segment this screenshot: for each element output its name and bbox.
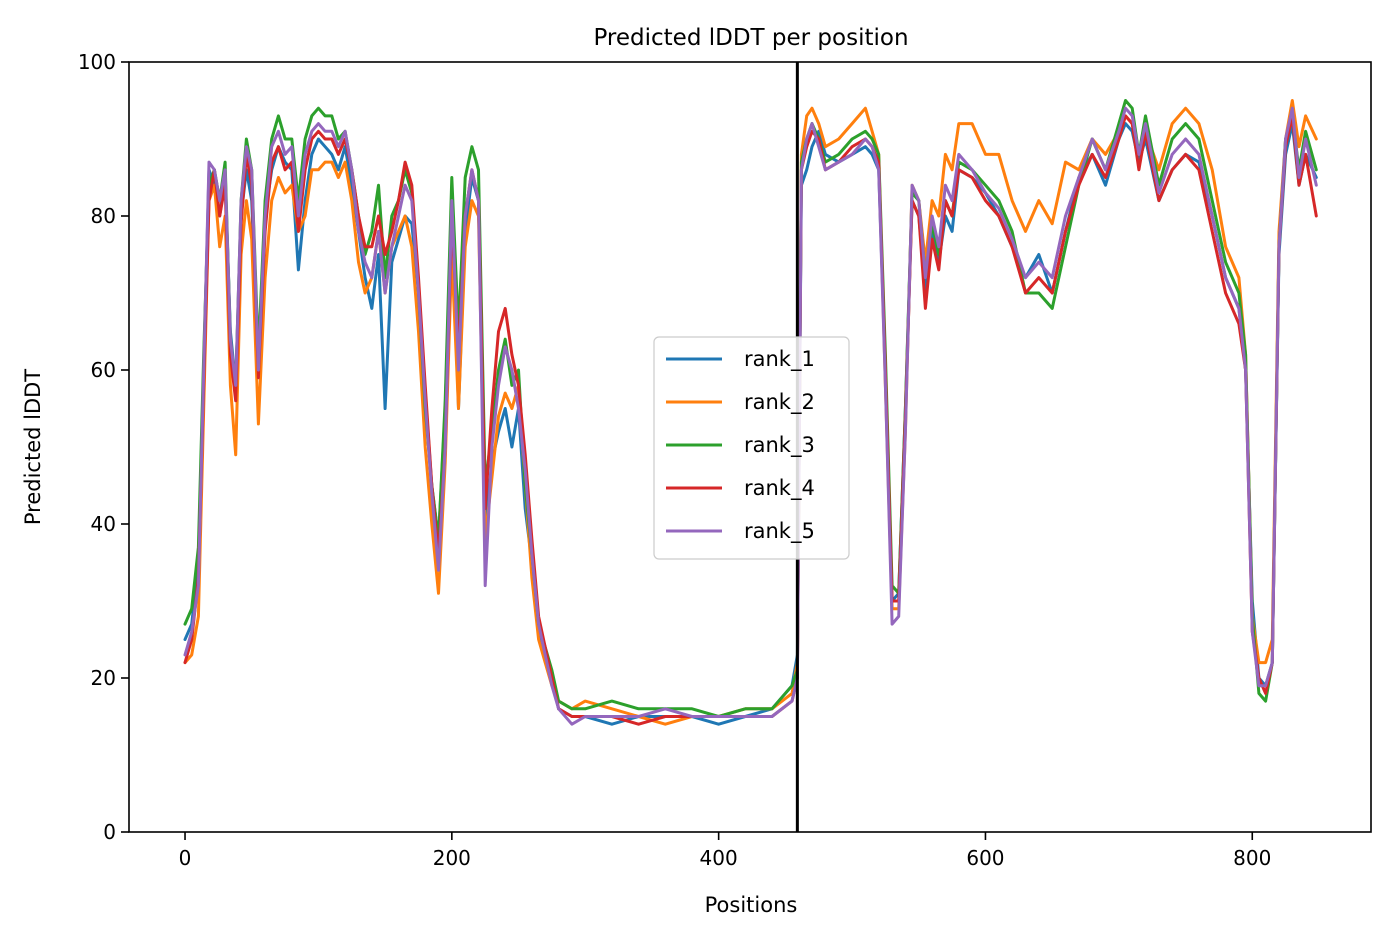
y-tick-label: 60	[91, 358, 116, 382]
y-axis: 0 20 40 60 80 100	[78, 50, 129, 844]
y-axis-label: Predicted lDDT	[21, 369, 45, 525]
chart-title: Predicted lDDT per position	[593, 25, 908, 51]
x-tick-label: 200	[433, 846, 471, 870]
plot-area-frame	[128, 61, 1372, 833]
x-tick-label: 0	[179, 846, 192, 870]
legend: rank_1 rank_2 rank_3 rank_4 rank_5	[653, 336, 850, 560]
y-tick-label: 40	[91, 512, 116, 536]
x-tick-label: 600	[966, 846, 1004, 870]
series-line-rank_4	[183, 114, 1318, 726]
x-axis-label: Positions	[705, 893, 798, 917]
series-line-rank_3	[183, 99, 1318, 718]
y-tick-label: 20	[91, 666, 116, 690]
legend-entries: rank_1 rank_2 rank_3 rank_4 rank_5	[666, 347, 815, 544]
series-line-rank_1	[183, 122, 1318, 726]
x-tick-label: 400	[700, 846, 738, 870]
x-axis: 0 200 400 600 800	[179, 832, 1271, 870]
y-tick-label: 0	[103, 820, 116, 844]
y-tick-label: 100	[78, 50, 116, 74]
y-tick-label: 80	[91, 204, 116, 228]
legend-label-rank_3: rank_3	[744, 433, 815, 458]
legend-label-rank_2: rank_2	[744, 390, 815, 415]
series-line-rank_5	[183, 106, 1318, 726]
legend-label-rank_1: rank_1	[744, 347, 815, 372]
legend-label-rank_4: rank_4	[744, 476, 815, 501]
legend-box	[653, 336, 850, 560]
legend-label-rank_5: rank_5	[744, 519, 815, 544]
x-tick-label: 800	[1233, 846, 1271, 870]
series-layer	[183, 99, 1318, 726]
